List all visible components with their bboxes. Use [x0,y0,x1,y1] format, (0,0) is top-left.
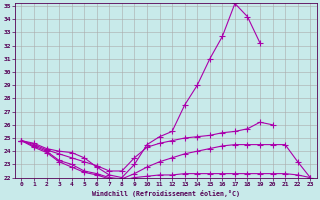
X-axis label: Windchill (Refroidissement éolien,°C): Windchill (Refroidissement éolien,°C) [92,190,240,197]
